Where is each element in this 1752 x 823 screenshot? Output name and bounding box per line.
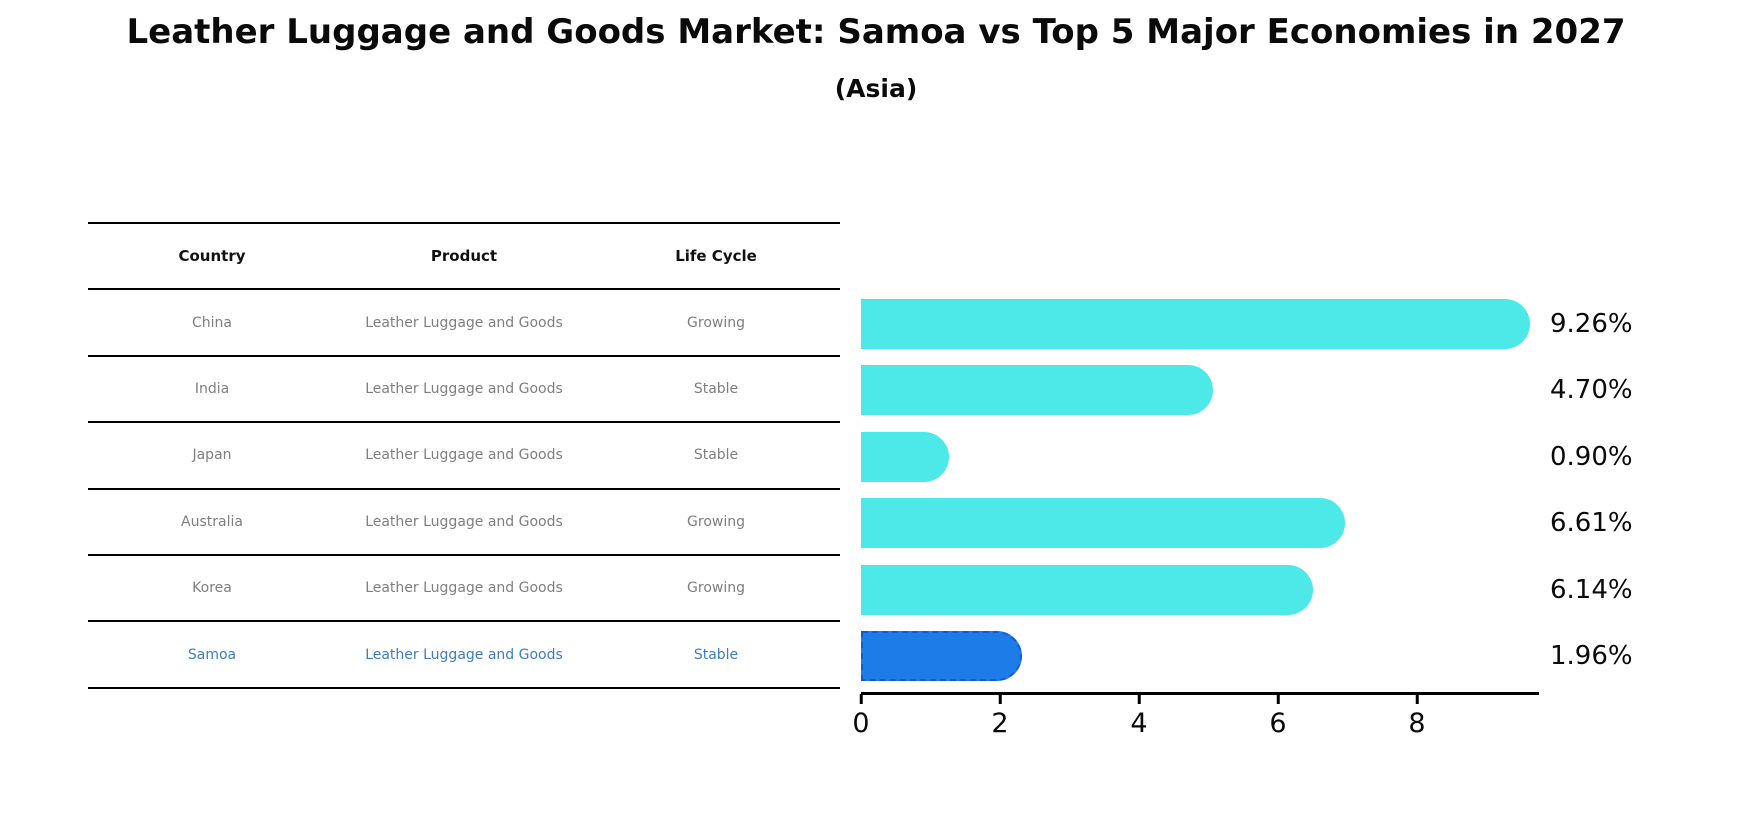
bar-india [861,365,1213,416]
x-axis-tick-4 [1137,694,1141,704]
cell-product: Leather Luggage and Goods [336,422,592,490]
x-axis-tick-0 [859,694,863,704]
cell-life-cycle: Growing [592,488,840,556]
cell-product: Leather Luggage and Goods [336,488,592,556]
cell-country: Australia [88,488,336,556]
cell-country: Japan [88,422,336,490]
value-label-japan: 0.90% [1550,441,1633,472]
cell-country: Korea [88,554,336,623]
x-axis-tick-8 [1415,694,1419,704]
chart-subtitle: (Asia) [834,74,918,103]
bar-australia [861,498,1346,549]
cell-product: Leather Luggage and Goods [336,621,592,689]
table-row: Japan Leather Luggage and Goods Stable [88,422,840,490]
column-header-country: Country [88,221,336,291]
column-header-life-cycle: Life Cycle [592,221,840,291]
cell-country: Samoa [88,621,336,689]
cell-product: Leather Luggage and Goods [336,355,592,424]
bar-japan [861,431,949,482]
bar-samoa [861,631,1023,681]
cell-product: Leather Luggage and Goods [336,554,592,623]
table-row: Australia Leather Luggage and Goods Grow… [88,488,840,556]
table-row: China Leather Luggage and Goods Growing [88,289,840,357]
value-label-india: 4.70% [1550,375,1633,406]
x-axis-tick-6 [1276,694,1280,704]
cell-country: China [88,289,336,357]
bar-korea [861,564,1313,615]
table-row: India Leather Luggage and Goods Stable [88,355,840,424]
cell-life-cycle: Stable [592,422,840,490]
bar-china [861,299,1530,349]
cell-life-cycle: Growing [592,554,840,623]
value-label-china: 9.26% [1550,309,1633,339]
table-row: Korea Leather Luggage and Goods Growing [88,554,840,623]
x-axis-tick-label-4: 4 [1130,708,1148,739]
cell-product: Leather Luggage and Goods [336,289,592,357]
chart-title: Leather Luggage and Goods Market: Samoa … [126,12,1626,52]
country-table: Country Product Life Cycle China Leather… [88,221,840,689]
x-axis-tick-2 [998,694,1002,704]
cell-life-cycle: Stable [592,355,840,424]
value-label-australia: 6.61% [1550,508,1633,539]
x-axis-tick-label-8: 8 [1408,708,1426,739]
cell-life-cycle: Stable [592,621,840,689]
x-axis-tick-label-0: 0 [852,708,870,739]
value-label-korea: 6.14% [1550,574,1633,605]
x-axis-tick-label-6: 6 [1269,708,1287,739]
x-axis-tick-label-2: 2 [991,708,1009,739]
table-header-row: Country Product Life Cycle [88,221,840,291]
column-header-product: Product [336,221,592,291]
value-label-samoa: 1.96% [1550,641,1633,671]
x-axis-line [861,692,1539,695]
cell-life-cycle: Growing [592,289,840,357]
table-row-samoa-highlighted: Samoa Leather Luggage and Goods Stable [88,621,840,689]
cell-country: India [88,355,336,424]
